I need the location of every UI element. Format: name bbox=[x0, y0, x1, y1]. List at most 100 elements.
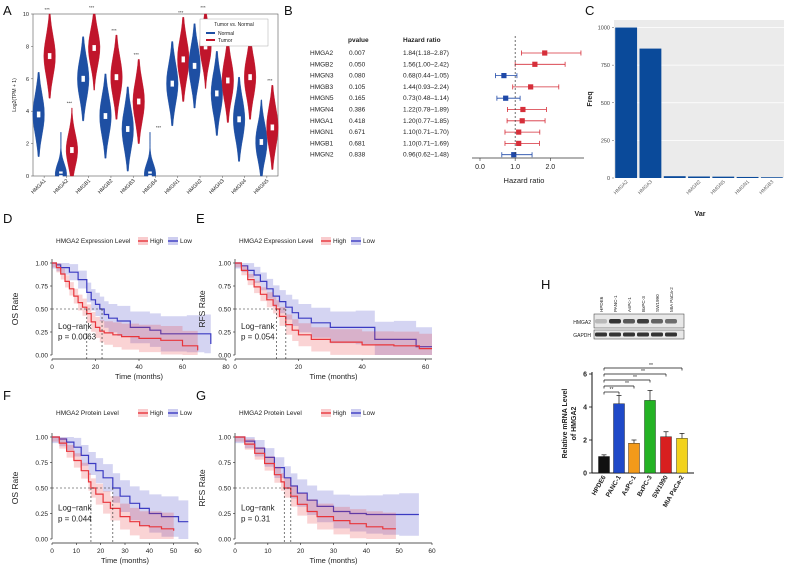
panel-label: D bbox=[3, 211, 12, 226]
high-group-ci-band bbox=[52, 263, 198, 355]
row-gene: HMGN4 bbox=[310, 107, 334, 114]
violin-normal bbox=[144, 132, 156, 177]
y-axis-label: Relative mRNA Level bbox=[562, 389, 569, 459]
y-tick-label: 2 bbox=[583, 438, 587, 445]
y-axis-label: Log2(TPM + 1) bbox=[12, 78, 18, 112]
row-gene: HMGB1 bbox=[310, 140, 334, 147]
legend-band-high bbox=[321, 237, 331, 245]
significance-mark: ** bbox=[649, 363, 653, 369]
legend-title: HMGA2 Protein Level bbox=[239, 410, 302, 417]
row-hr-text: 1.84(1.18–2.87) bbox=[403, 50, 449, 57]
x-tick-label: HMGN5 bbox=[710, 179, 727, 196]
high-group-curve bbox=[52, 436, 175, 531]
median-box bbox=[92, 45, 96, 51]
hr-point bbox=[511, 152, 517, 158]
median-box bbox=[36, 111, 41, 118]
high-group-ci-band bbox=[235, 263, 432, 355]
legend-band-low bbox=[351, 409, 361, 417]
row-gene: HMGN5 bbox=[310, 95, 334, 102]
x-tick-label: 80 bbox=[222, 364, 230, 371]
y-tick-label: 0.00 bbox=[35, 353, 48, 360]
low-group-ci-band bbox=[235, 263, 432, 355]
row-gene: HMGA1 bbox=[310, 118, 334, 125]
significance-mark: ** bbox=[610, 387, 614, 393]
wb-row-label: GAPDH bbox=[573, 333, 591, 339]
x-tick-label: 40 bbox=[358, 364, 366, 371]
row-hr-text: 0.68(0.44–1.05) bbox=[403, 73, 449, 80]
x-tick-label: 40 bbox=[363, 548, 371, 555]
median-box bbox=[136, 98, 141, 105]
x-tick-label: 20 bbox=[297, 548, 305, 555]
legend-band-low bbox=[351, 237, 361, 245]
column-header-hr: Hazard ratio bbox=[403, 37, 441, 44]
high-group-curve bbox=[52, 262, 199, 351]
panel-h-bar-chart: HPDE6 PANC-1 AsPc-1 BxPC-3 SW1990 MIA PaCa-2H… bbox=[562, 287, 694, 509]
x-tick-label: 60 bbox=[428, 548, 436, 555]
row-gene: HMGB3 bbox=[310, 84, 334, 91]
wb-band-hmga2 bbox=[609, 319, 621, 324]
hr-point bbox=[516, 129, 522, 135]
x-tick-label: PANC-1 bbox=[605, 474, 623, 498]
y-axis-label: OS Rate bbox=[10, 471, 20, 504]
panel-g-km-plot: HMGA2 Protein Level High Low 0.00 0.25 0.50 0.… bbox=[197, 409, 436, 565]
median-box bbox=[215, 90, 219, 97]
x-tick-label: 0 bbox=[50, 364, 54, 371]
row-hr-text: 0.73(0.48–1.14) bbox=[403, 95, 449, 102]
row-hr-text: 1.10(0.71–1.69) bbox=[403, 140, 449, 147]
legend-entry: Normal bbox=[218, 31, 234, 37]
significance-mark: *** bbox=[67, 101, 73, 106]
y-tick-label: 1.00 bbox=[218, 261, 231, 268]
legend-entry-high: High bbox=[150, 238, 164, 245]
y-axis-label: RFS Rate bbox=[197, 290, 207, 328]
panel-d-km-plot: HMGA2 Expression Level High Low 0.00 0.25 0.5… bbox=[10, 237, 230, 381]
stat-test-name: Log−rank bbox=[241, 503, 276, 512]
legend-title: Tumor vs. Normal bbox=[214, 22, 254, 28]
median-box bbox=[259, 139, 264, 145]
x-tick-label: 60 bbox=[422, 364, 430, 371]
y-tick-label: 500 bbox=[601, 101, 610, 107]
legend-band-low bbox=[168, 237, 178, 245]
median-box bbox=[47, 53, 52, 60]
y-tick-label: 0.75 bbox=[35, 460, 48, 467]
y-tick-label: 750 bbox=[601, 63, 610, 69]
wb-band-hmga2 bbox=[637, 319, 649, 324]
row-pvalue: 0.105 bbox=[349, 84, 366, 91]
legend-entry-high: High bbox=[150, 410, 164, 417]
panel-label: E bbox=[196, 211, 205, 226]
x-tick-label: 20 bbox=[97, 548, 105, 555]
x-axis-label: Hazard ratio bbox=[504, 176, 545, 185]
bar bbox=[676, 438, 688, 474]
x-tick-label: HMGA2 bbox=[53, 178, 70, 195]
y-tick-label: 0.75 bbox=[218, 284, 231, 291]
row-gene: HMGN2 bbox=[310, 152, 334, 159]
hr-point bbox=[528, 84, 534, 90]
x-axis-label: Time (months) bbox=[309, 556, 358, 565]
median-box bbox=[103, 113, 108, 120]
y-tick-label: 0 bbox=[26, 174, 29, 180]
wb-band-gapdh bbox=[609, 332, 621, 337]
panel-label: B bbox=[284, 3, 293, 18]
wb-band-hmga2 bbox=[623, 319, 635, 324]
stat-p-value: p = 0.054 bbox=[241, 332, 275, 341]
x-tick-label: 30 bbox=[330, 548, 338, 555]
x-tick-label: HMGB3 bbox=[758, 179, 775, 196]
y-tick-label: 0.50 bbox=[35, 486, 48, 493]
wb-band-hmga2 bbox=[665, 319, 677, 324]
significance-mark: *** bbox=[134, 52, 140, 57]
bar bbox=[613, 403, 625, 474]
violin-normal bbox=[255, 99, 268, 177]
row-hr-text: 1.56(1.00–2.42) bbox=[403, 61, 449, 68]
panel-b-forest-plot: pvalue Hazard ratio HMGA2 0.007 1.84(1.18–2.… bbox=[310, 36, 584, 185]
row-pvalue: 0.050 bbox=[349, 61, 366, 68]
low-group-curve bbox=[52, 262, 212, 344]
y-tick-label: 0.50 bbox=[218, 307, 231, 314]
y-tick-label: 1.00 bbox=[35, 261, 48, 268]
y-tick-label: 0.25 bbox=[35, 511, 48, 518]
low-group-curve bbox=[235, 436, 419, 516]
row-gene: HMGN1 bbox=[310, 129, 334, 136]
median-box bbox=[125, 126, 130, 132]
y-tick-label: 250 bbox=[601, 138, 610, 144]
y-tick-label: 0.75 bbox=[35, 284, 48, 291]
y-tick-label: 0.50 bbox=[35, 307, 48, 314]
